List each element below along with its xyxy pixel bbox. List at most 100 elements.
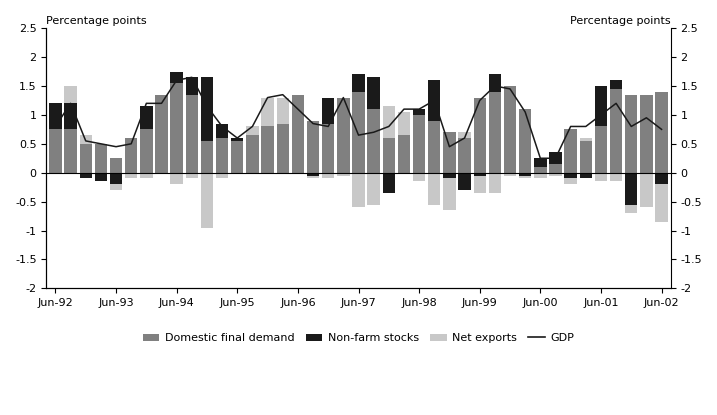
- Bar: [504, 173, 516, 176]
- Bar: [337, 98, 350, 173]
- Bar: [594, 173, 607, 181]
- Bar: [277, 98, 289, 124]
- Bar: [458, 132, 471, 138]
- Bar: [231, 141, 244, 173]
- Bar: [428, 121, 440, 173]
- Bar: [655, 92, 668, 173]
- Bar: [610, 89, 622, 173]
- Bar: [262, 127, 274, 173]
- Bar: [428, 80, 440, 121]
- Bar: [413, 109, 425, 115]
- Bar: [80, 144, 92, 173]
- Bar: [413, 115, 425, 173]
- Bar: [322, 173, 334, 178]
- Bar: [171, 173, 183, 184]
- Bar: [140, 173, 153, 178]
- Bar: [201, 173, 213, 227]
- Bar: [216, 124, 228, 138]
- Bar: [65, 129, 77, 173]
- Bar: [125, 138, 138, 173]
- Bar: [337, 173, 350, 176]
- Bar: [594, 86, 607, 127]
- Bar: [140, 129, 153, 173]
- Bar: [186, 77, 198, 95]
- Bar: [564, 129, 577, 173]
- Bar: [80, 135, 92, 144]
- Bar: [443, 173, 455, 178]
- Bar: [262, 98, 274, 127]
- Bar: [322, 124, 334, 173]
- Bar: [352, 74, 365, 92]
- Bar: [640, 173, 652, 208]
- Bar: [352, 92, 365, 173]
- Bar: [140, 106, 153, 129]
- Bar: [216, 173, 228, 178]
- Bar: [549, 152, 561, 164]
- Bar: [489, 173, 501, 193]
- Bar: [625, 95, 637, 173]
- Bar: [65, 86, 77, 103]
- Bar: [322, 98, 334, 124]
- Bar: [65, 103, 77, 129]
- Bar: [504, 86, 516, 173]
- Bar: [383, 138, 395, 173]
- Bar: [655, 173, 668, 184]
- Bar: [473, 176, 486, 193]
- Bar: [549, 173, 561, 176]
- Bar: [216, 138, 228, 173]
- Bar: [519, 109, 531, 173]
- Bar: [489, 92, 501, 173]
- Bar: [277, 124, 289, 173]
- Bar: [201, 141, 213, 173]
- Bar: [534, 167, 546, 173]
- Bar: [579, 141, 592, 173]
- Text: Percentage points: Percentage points: [570, 16, 670, 26]
- Bar: [549, 164, 561, 173]
- Text: Percentage points: Percentage points: [47, 16, 147, 26]
- Bar: [625, 205, 637, 213]
- Bar: [625, 173, 637, 205]
- Bar: [519, 173, 531, 176]
- Bar: [367, 173, 380, 205]
- Bar: [201, 77, 213, 141]
- Bar: [428, 173, 440, 205]
- Bar: [579, 173, 592, 178]
- Bar: [95, 173, 107, 181]
- Bar: [610, 80, 622, 89]
- Bar: [110, 158, 123, 173]
- Bar: [458, 138, 471, 173]
- Bar: [231, 138, 244, 141]
- Bar: [49, 103, 62, 129]
- Bar: [564, 178, 577, 184]
- Bar: [171, 71, 183, 83]
- Bar: [594, 127, 607, 173]
- Bar: [246, 135, 259, 173]
- Bar: [610, 173, 622, 181]
- Bar: [413, 173, 425, 181]
- Bar: [307, 176, 319, 178]
- Bar: [383, 173, 395, 193]
- Bar: [473, 173, 486, 176]
- Bar: [352, 173, 365, 208]
- Bar: [398, 135, 410, 173]
- Bar: [579, 138, 592, 141]
- Bar: [110, 173, 123, 184]
- Bar: [383, 106, 395, 138]
- Bar: [307, 173, 319, 176]
- Bar: [443, 132, 455, 173]
- Bar: [473, 98, 486, 173]
- Bar: [80, 173, 92, 178]
- Bar: [564, 173, 577, 178]
- Bar: [171, 83, 183, 173]
- Bar: [186, 95, 198, 173]
- Bar: [110, 184, 123, 190]
- Bar: [398, 112, 410, 135]
- Bar: [489, 74, 501, 92]
- Bar: [367, 77, 380, 109]
- Bar: [640, 95, 652, 173]
- Legend: Domestic final demand, Non-farm stocks, Net exports, GDP: Domestic final demand, Non-farm stocks, …: [138, 329, 579, 348]
- Bar: [534, 173, 546, 178]
- Bar: [458, 173, 471, 190]
- Bar: [49, 129, 62, 173]
- Bar: [156, 95, 168, 173]
